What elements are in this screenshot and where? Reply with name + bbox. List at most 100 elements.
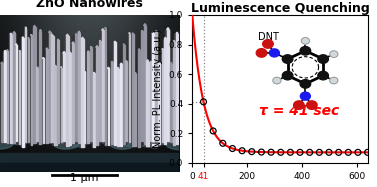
Polygon shape: [96, 46, 98, 47]
Bar: [15, 45, 17, 141]
Bar: [176, 34, 178, 144]
Polygon shape: [132, 33, 133, 34]
Bar: [38, 69, 40, 141]
Circle shape: [263, 40, 273, 48]
Bar: [96, 47, 98, 145]
Bar: [178, 34, 179, 144]
Bar: [140, 50, 141, 147]
Bar: [0, 163, 179, 172]
Text: τ = 41 sec: τ = 41 sec: [259, 104, 339, 118]
Bar: [137, 50, 138, 147]
Circle shape: [256, 49, 267, 57]
Bar: [155, 32, 157, 147]
Ellipse shape: [5, 132, 32, 145]
Bar: [71, 53, 72, 145]
Bar: [90, 47, 92, 141]
Bar: [74, 44, 75, 143]
Bar: [87, 52, 89, 143]
Polygon shape: [144, 24, 146, 26]
Bar: [164, 39, 166, 144]
Point: [268, 151, 274, 154]
Bar: [57, 40, 59, 143]
Polygon shape: [90, 46, 92, 47]
Bar: [119, 65, 120, 146]
Bar: [127, 62, 129, 141]
Bar: [7, 51, 8, 143]
Bar: [138, 50, 140, 147]
Polygon shape: [150, 61, 152, 62]
Bar: [160, 63, 161, 143]
Ellipse shape: [62, 134, 89, 147]
Bar: [123, 45, 125, 144]
Ellipse shape: [71, 131, 98, 144]
Bar: [36, 69, 38, 141]
Bar: [57, 67, 58, 145]
Bar: [133, 34, 134, 146]
Bar: [6, 51, 7, 142]
Circle shape: [301, 38, 310, 44]
Bar: [34, 27, 35, 143]
Bar: [61, 68, 62, 142]
Bar: [167, 30, 169, 141]
Ellipse shape: [24, 125, 51, 138]
Bar: [32, 27, 33, 143]
Point: [258, 151, 264, 154]
Polygon shape: [46, 48, 48, 49]
Ellipse shape: [100, 133, 127, 145]
Bar: [80, 33, 81, 143]
Polygon shape: [63, 51, 65, 53]
Circle shape: [294, 101, 304, 109]
Bar: [66, 36, 69, 146]
Bar: [38, 31, 39, 144]
Point: [210, 129, 216, 132]
Polygon shape: [105, 27, 106, 28]
Bar: [106, 68, 107, 145]
Bar: [61, 53, 62, 141]
Polygon shape: [138, 49, 140, 50]
Polygon shape: [72, 42, 74, 44]
Bar: [25, 28, 26, 142]
Circle shape: [282, 71, 293, 80]
Bar: [68, 53, 69, 145]
Bar: [54, 67, 57, 145]
Bar: [93, 73, 95, 147]
Polygon shape: [57, 39, 59, 40]
Circle shape: [300, 92, 310, 100]
Bar: [54, 36, 55, 142]
Bar: [149, 62, 150, 145]
Bar: [72, 44, 74, 143]
Bar: [157, 32, 158, 147]
Bar: [52, 67, 53, 145]
Polygon shape: [25, 27, 26, 28]
Bar: [125, 62, 127, 141]
Point: [307, 151, 313, 154]
Bar: [170, 64, 172, 142]
Bar: [122, 45, 123, 144]
Bar: [136, 74, 137, 146]
Bar: [142, 26, 143, 144]
Circle shape: [318, 71, 328, 80]
Bar: [78, 33, 80, 143]
Bar: [143, 31, 144, 141]
Bar: [149, 62, 150, 141]
Bar: [65, 53, 66, 141]
Bar: [144, 62, 146, 145]
Bar: [73, 35, 74, 141]
Point: [230, 147, 236, 150]
Polygon shape: [28, 38, 29, 39]
Polygon shape: [78, 31, 80, 33]
Bar: [163, 39, 164, 144]
Polygon shape: [162, 48, 164, 50]
Point: [326, 151, 332, 154]
Circle shape: [270, 49, 279, 57]
Bar: [8, 51, 9, 143]
Bar: [115, 69, 116, 146]
Point: [336, 151, 342, 154]
Point: [345, 151, 351, 154]
Ellipse shape: [109, 137, 136, 149]
Bar: [78, 35, 79, 141]
Polygon shape: [43, 57, 44, 59]
Polygon shape: [107, 67, 109, 68]
Bar: [63, 53, 65, 141]
Bar: [13, 33, 15, 143]
